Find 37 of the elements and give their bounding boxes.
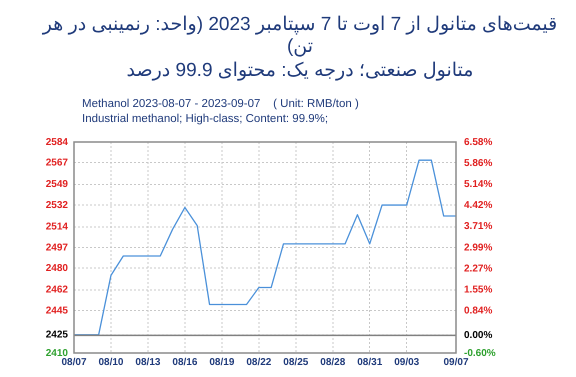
x-tick-label: 08/10 — [98, 356, 124, 368]
y2-tick-label: 5.14% — [464, 179, 492, 190]
y-tick-label: 2514 — [46, 222, 68, 233]
y2-tick-label: 3.71% — [464, 221, 492, 232]
y-tick-label: 2584 — [46, 136, 68, 148]
y2-tick-label: 1.55% — [464, 284, 492, 296]
x-tick-label: 08/19 — [209, 356, 235, 368]
x-tick-label: 08/25 — [283, 356, 309, 368]
x-tick-label: 08/28 — [320, 356, 346, 368]
x-tick-label: 09/07 — [443, 356, 469, 368]
x-tick-label: 08/22 — [246, 356, 272, 368]
y2-tick-label: 0.84% — [464, 305, 492, 316]
chart-title: قیمت‌های متانول از 7 اوت تا 7 سپتامبر 2023 (واحد: رنمینبی در هر تن) — [41, 14, 558, 58]
y-tick-label: 2445 — [46, 305, 68, 316]
x-tick-label: 08/31 — [357, 356, 383, 368]
y-tick-label: 2497 — [46, 242, 68, 254]
y-tick-label: 2462 — [46, 284, 68, 296]
y2-tick-label: 2.27% — [464, 263, 492, 274]
y2-tick-label: 4.42% — [464, 200, 492, 212]
y-tick-label: 2425 — [46, 330, 68, 341]
y-tick-label: 2410 — [46, 348, 68, 359]
y-tick-label: 2532 — [46, 200, 68, 211]
y2-tick-label: 0.00% — [464, 330, 492, 342]
text: Methanol 2023-08-07 - 2023-09-07 ( Unit: RMB/ton ) — [82, 97, 359, 112]
y-tick-label: 2567 — [46, 157, 68, 168]
y2-tick-label: -0.60% — [464, 348, 496, 359]
x-tick-label: 09/03 — [394, 356, 420, 368]
y2-tick-label: 2.99% — [464, 242, 492, 254]
text: Industrial methanol; High-class; Content: 99.9%; — [82, 112, 330, 127]
chart-subtitle: متانول صنعتی؛ درجه یک: محتوای 99.9 درصد — [126, 60, 474, 82]
x-tick-label: 08/16 — [172, 356, 198, 368]
x-tick-label: 08/13 — [135, 356, 161, 368]
y-tick-label: 2480 — [46, 262, 68, 274]
y2-tick-label: 5.86% — [464, 158, 492, 169]
y-tick-label: 2549 — [46, 179, 68, 190]
x-tick-label: 08/07 — [61, 356, 87, 368]
y2-tick-label: 6.58% — [464, 136, 492, 148]
